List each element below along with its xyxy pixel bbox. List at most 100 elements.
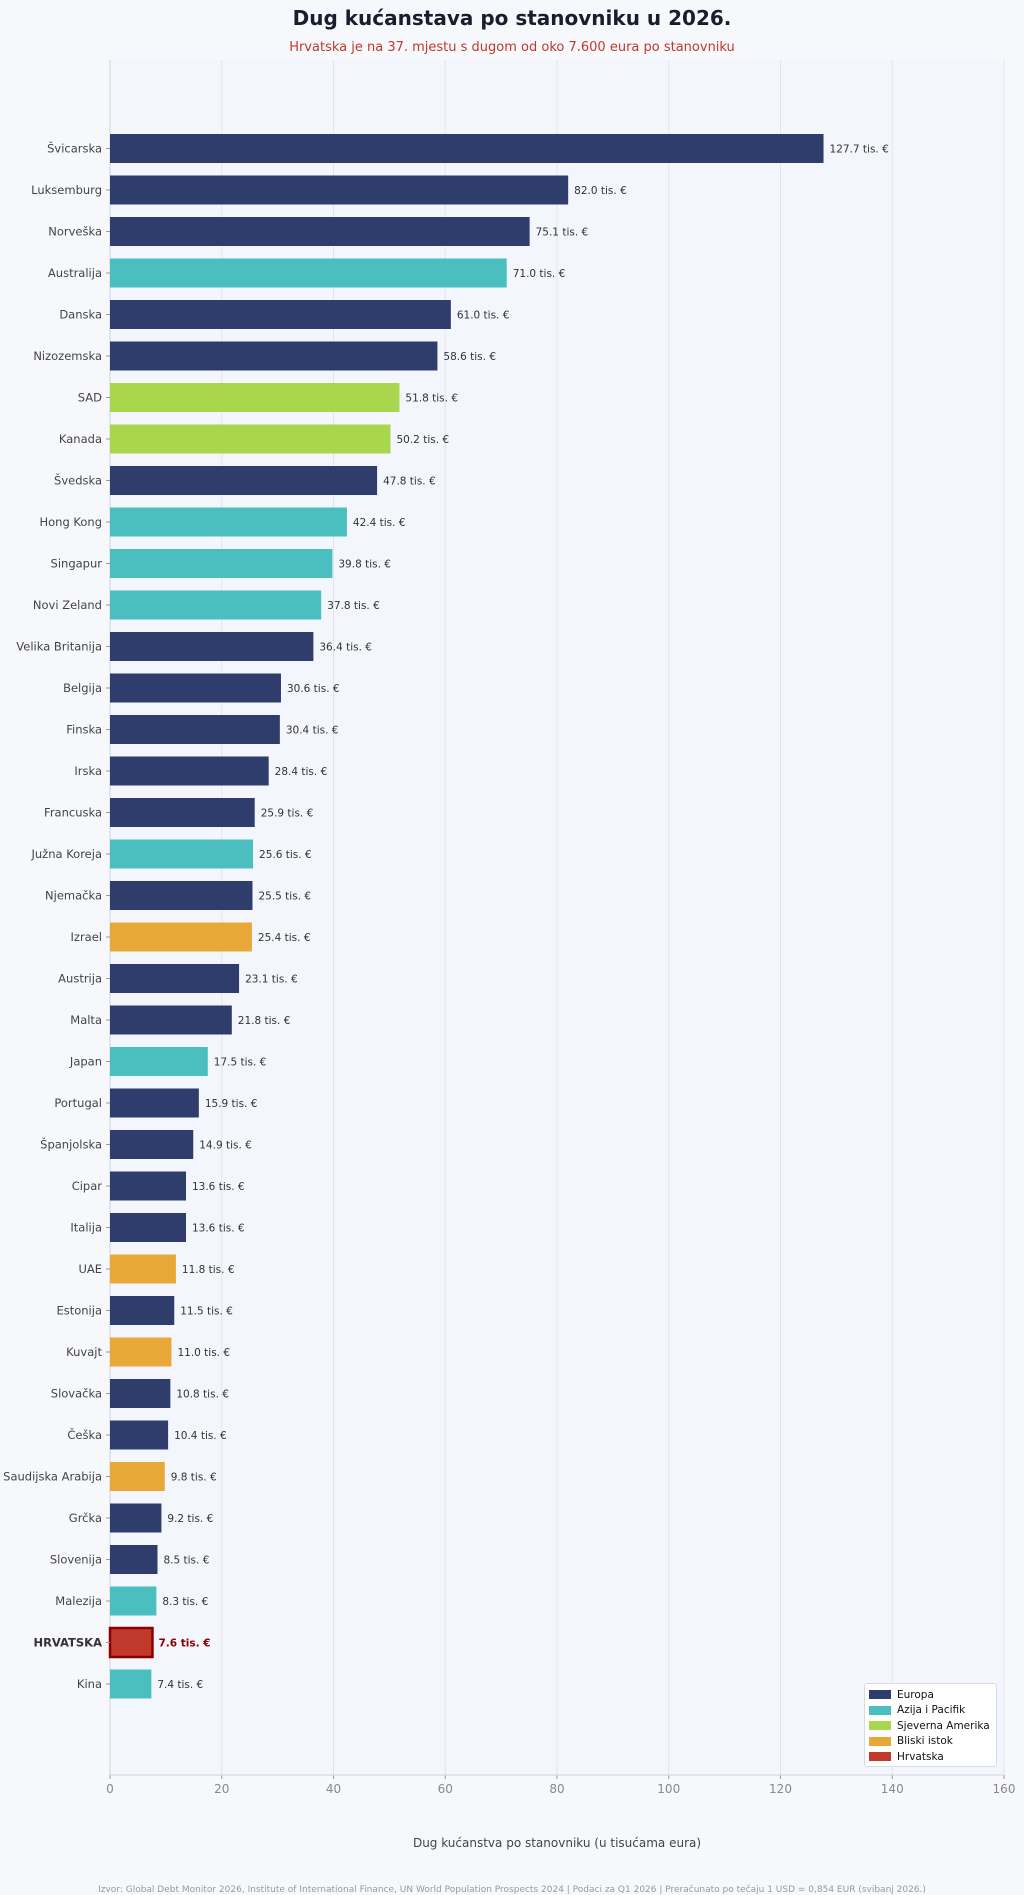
y-tick-label: Švedska (54, 473, 102, 488)
bar (110, 217, 530, 246)
source-note: Izvor: Global Debt Monitor 2026, Institu… (98, 1885, 926, 1895)
chart-subtitle: Hrvatska je na 37. mjestu s dugom od oko… (289, 40, 735, 55)
bar (108, 1626, 154, 1659)
legend: Europa Azija i Pacifik Sjeverna Amerika … (864, 1683, 997, 1767)
data-label: 15.9 tis. € (205, 1098, 258, 1110)
x-tick-label: 100 (657, 1782, 680, 1796)
data-label: 9.8 tis. € (171, 1472, 217, 1484)
y-tick-label: Francuska (44, 806, 102, 820)
bar (110, 1171, 186, 1201)
y-tick-label: Izrael (71, 930, 102, 944)
bar (110, 1088, 199, 1118)
bar (110, 1545, 158, 1574)
bar (110, 1047, 208, 1076)
data-label: 30.4 tis. € (286, 725, 339, 737)
bar (110, 134, 824, 163)
data-label: 51.8 tis. € (405, 393, 458, 405)
y-tick-label: Slovenija (50, 1553, 102, 1567)
data-label: 11.8 tis. € (182, 1264, 235, 1276)
data-label: 7.6 tis. € (158, 1638, 210, 1650)
bar (110, 1462, 165, 1491)
bar (110, 922, 252, 952)
y-tick-label: Luksemburg (31, 183, 102, 197)
bar (110, 300, 451, 329)
x-tick-label: 20 (214, 1782, 229, 1796)
data-label: 23.1 tis. € (245, 974, 298, 986)
data-label: 17.5 tis. € (214, 1057, 267, 1069)
data-label: 58.6 tis. € (443, 351, 496, 363)
y-tick-label: Australija (48, 266, 102, 280)
legend-swatch (869, 1721, 891, 1731)
data-label: 13.6 tis. € (192, 1223, 245, 1235)
y-tick-label: Španjolska (40, 1137, 102, 1152)
data-label: 28.4 tis. € (275, 766, 328, 778)
bar (110, 1586, 157, 1616)
bar (110, 881, 253, 910)
legend-item-hrvatska: Hrvatska (869, 1749, 996, 1765)
y-tick-label: SAD (78, 391, 102, 405)
bar (110, 466, 378, 495)
data-label: 61.0 tis. € (457, 310, 510, 322)
y-tick-label: Slovačka (51, 1387, 102, 1401)
y-tick-label: Švicarska (47, 141, 102, 156)
y-tick-label: Njemačka (45, 889, 102, 903)
bar (110, 175, 569, 205)
legend-item-azija-pacifik: Azija i Pacifik (869, 1703, 996, 1719)
y-tick-label: Norveška (48, 225, 102, 239)
data-label: 30.6 tis. € (287, 683, 340, 695)
data-label: 25.9 tis. € (261, 808, 314, 820)
y-tick-label: Hong Kong (39, 515, 102, 529)
data-label: 9.2 tis. € (167, 1513, 213, 1525)
y-tick-label: Finska (66, 723, 102, 737)
data-label: 13.6 tis. € (192, 1181, 245, 1193)
bar (110, 1379, 171, 1408)
y-tick-label: Danska (59, 308, 102, 322)
y-tick-label: Portugal (54, 1096, 102, 1110)
data-label: 75.1 tis. € (536, 227, 589, 239)
data-label: 14.9 tis. € (199, 1140, 252, 1152)
bar (110, 1213, 186, 1242)
bar (110, 1005, 232, 1035)
bar (110, 341, 438, 371)
x-tick-label: 60 (438, 1782, 453, 1796)
bar (110, 1420, 169, 1450)
bar (110, 590, 322, 620)
data-label: 8.5 tis. € (163, 1555, 209, 1567)
y-tick-label: UAE (78, 1262, 102, 1276)
y-tick-label: Kanada (59, 432, 102, 446)
y-tick-label: Novi Zeland (33, 598, 102, 612)
legend-item-europa: Europa (869, 1687, 996, 1703)
bar (110, 1254, 176, 1284)
bar (110, 1130, 194, 1159)
bar (110, 507, 347, 537)
y-tick-label: Italija (70, 1221, 102, 1235)
bar (110, 715, 280, 744)
x-tick-label: 80 (549, 1782, 564, 1796)
y-tick-label: Irska (74, 764, 102, 778)
y-tick-label: Kina (77, 1677, 102, 1691)
y-tick-label: Saudijska Arabija (3, 1470, 102, 1484)
legend-label: Sjeverna Amerika (897, 1719, 990, 1732)
bar (110, 1337, 172, 1367)
x-tick-label: 0 (106, 1782, 114, 1796)
x-axis-label: Dug kućanstva po stanovniku (u tisućama … (412, 1836, 702, 1850)
data-label: 37.8 tis. € (327, 600, 380, 612)
data-label: 25.6 tis. € (259, 849, 312, 861)
data-label: 127.7 tis. € (830, 144, 889, 156)
bar (110, 1503, 162, 1533)
y-tick-label: Velika Britanija (16, 640, 102, 654)
bar (110, 549, 333, 578)
bar (110, 964, 240, 993)
data-label: 21.8 tis. € (238, 1015, 291, 1027)
legend-swatch (869, 1705, 891, 1715)
x-tick-label: 40 (326, 1782, 341, 1796)
data-label: 8.3 tis. € (162, 1596, 208, 1608)
data-label: 39.8 tis. € (338, 559, 391, 571)
y-tick-label: Japan (69, 1055, 102, 1069)
bar (110, 424, 391, 454)
legend-item-sjeverna-amerika: Sjeverna Amerika (869, 1718, 996, 1734)
legend-swatch (869, 1736, 891, 1746)
data-label: 25.5 tis. € (258, 891, 311, 903)
data-label: 47.8 tis. € (383, 476, 436, 488)
